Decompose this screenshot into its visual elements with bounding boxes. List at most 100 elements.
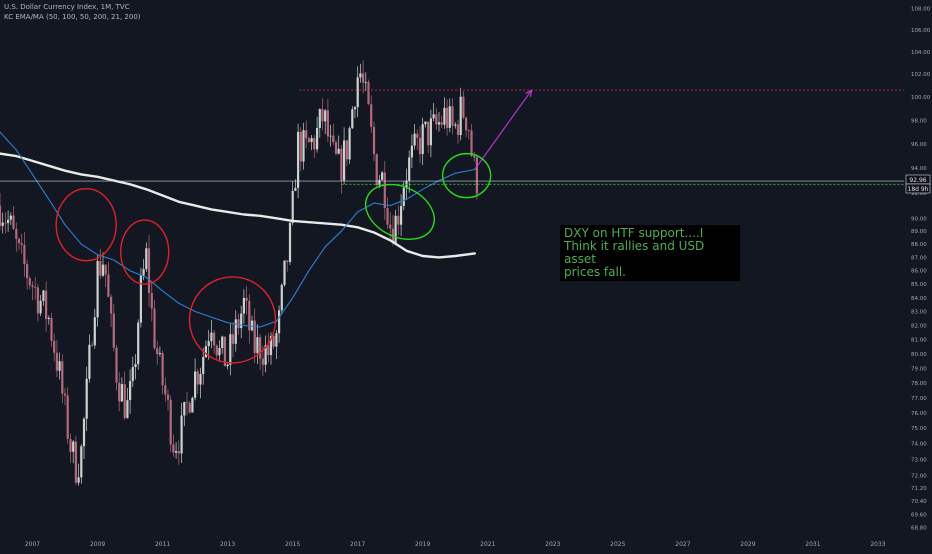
candle-body (383, 172, 386, 209)
candle-body (475, 157, 478, 194)
candle-body (112, 313, 115, 348)
candle-body (446, 107, 449, 128)
candle-body (465, 117, 468, 131)
candle-body (131, 367, 134, 382)
candle-body (77, 477, 80, 483)
candle-body (245, 298, 248, 301)
candle-body (42, 290, 45, 301)
candle-body (1, 222, 4, 226)
candle-body (318, 109, 321, 128)
candle-body (288, 222, 292, 262)
candle-body (370, 104, 373, 127)
candle-body (427, 121, 430, 146)
candle-body (72, 441, 75, 452)
candle-body (175, 451, 178, 453)
candle-body (96, 261, 99, 318)
price-tick-label: 74.00 (911, 442, 927, 448)
candle-body (215, 345, 218, 356)
candle-body (459, 96, 462, 135)
candle-body (307, 138, 310, 143)
candle-body (305, 130, 308, 139)
candle-body (199, 374, 202, 385)
candle-body (334, 142, 338, 154)
candle-body (207, 341, 210, 347)
annotation-line: DXY on HTF support....I (564, 226, 704, 240)
candle-body (408, 157, 411, 181)
price-tick-label: 83.00 (911, 310, 927, 316)
candle-body (259, 337, 262, 359)
candle-body (39, 300, 42, 314)
candle-body (410, 145, 413, 158)
candle-body (194, 371, 197, 398)
candle-body (172, 444, 175, 453)
candle-body (45, 290, 48, 319)
candle-body (180, 415, 183, 454)
candle-body (440, 122, 443, 125)
candle-body (156, 348, 159, 355)
candle-body (145, 248, 148, 270)
candle-body (302, 130, 305, 162)
candle-body (462, 96, 465, 118)
time-tick-label: 2027 (675, 541, 690, 548)
ema-line (0, 131, 476, 328)
candle-body (107, 274, 110, 297)
candle-body (63, 393, 67, 396)
candle-body (451, 106, 454, 126)
chart-title: U.S. Dollar Currency Index, 1M, TVC (4, 3, 130, 11)
time-tick-label: 2017 (350, 541, 365, 548)
time-axis[interactable]: 2007 2009 2011 2013 2015 2017 2019 2021 2023 2025… (25, 541, 886, 548)
price-tick-label: 77.00 (911, 396, 927, 402)
time-tick-label: 2025 (610, 541, 625, 548)
candle-body (31, 285, 34, 287)
candle-body (231, 334, 235, 344)
green-circle-highlight (364, 183, 435, 240)
price-tick-label: 69.60 (911, 512, 927, 518)
candle-body (394, 215, 397, 243)
price-tick-label: 104.00 (911, 50, 931, 56)
candle-body (139, 275, 142, 323)
price-tick-label: 96.00 (911, 142, 927, 148)
price-tick-label: 98.00 (911, 118, 927, 124)
time-tick-label: 2021 (480, 541, 495, 548)
candle-body (7, 219, 10, 224)
indicator-lines-layer (0, 131, 476, 328)
price-axis[interactable]: 68.80 69.60 70.40 71.20 72.00 73.00 74.00 75.00… (911, 6, 931, 531)
candle-body (88, 344, 91, 379)
price-tick-label: 89.00 (911, 229, 927, 235)
price-tick-label: 75.00 (911, 426, 927, 432)
candle-body (375, 154, 378, 186)
candle-body (12, 215, 15, 229)
candle-body (250, 320, 254, 331)
candle-body (345, 140, 348, 160)
candle-body (17, 239, 21, 244)
candle-body (223, 336, 226, 367)
candle-body (400, 206, 403, 225)
candle-body (183, 402, 186, 416)
price-tick-label: 79.00 (911, 366, 927, 372)
candle-body (343, 140, 346, 181)
candle-body (82, 418, 86, 447)
countdown-tag (905, 183, 931, 194)
candle-body (69, 439, 72, 452)
time-tick-label: 2019 (415, 541, 430, 548)
candle-body (437, 122, 441, 125)
candle-body (91, 344, 94, 346)
candle-body (202, 357, 205, 374)
time-tick-label: 2013 (220, 541, 235, 548)
price-tags: 92.96 18d 9h (905, 174, 931, 194)
candle-body (329, 135, 332, 137)
projection-arrow-head (525, 89, 533, 98)
candle-body (23, 244, 26, 265)
annotation-note: DXY on HTF support....I Think it rallies… (560, 225, 740, 281)
candle-body (372, 126, 376, 155)
candle-body (313, 138, 316, 150)
price-tick-label: 82.00 (911, 324, 927, 330)
candle-body (435, 114, 438, 125)
time-tick-label: 2007 (25, 541, 40, 548)
annotation-line: Think it rallies and USD asset (564, 239, 705, 266)
candle-body (367, 82, 370, 105)
candle-body (221, 336, 224, 348)
ma-200-line (0, 152, 476, 259)
